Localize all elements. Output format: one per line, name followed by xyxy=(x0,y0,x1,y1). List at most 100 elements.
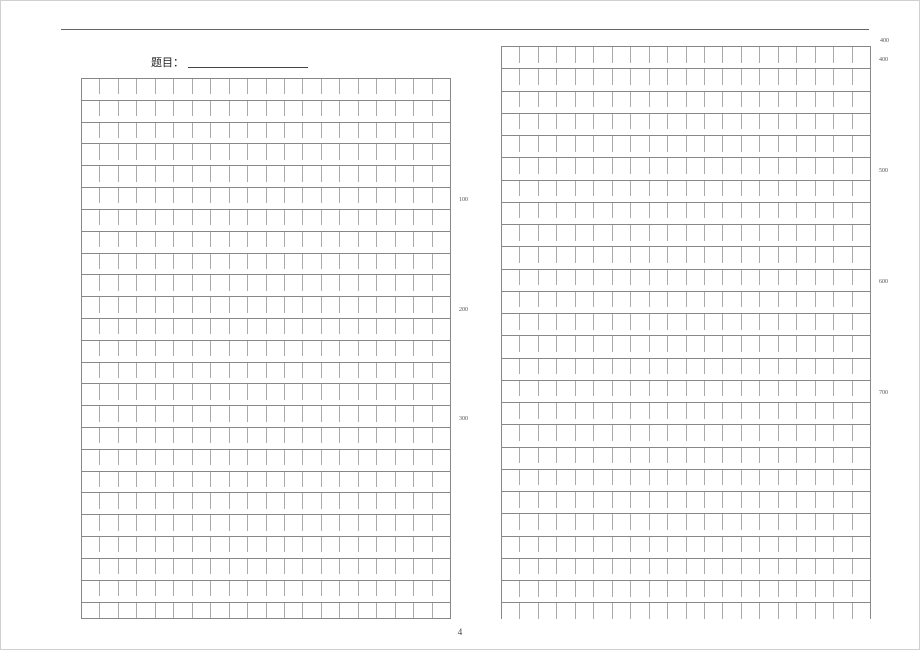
grid-cell xyxy=(174,210,192,225)
grid-cell xyxy=(230,559,248,574)
grid-cell xyxy=(613,314,631,330)
grid-cell xyxy=(502,292,520,308)
grid-cell xyxy=(816,92,834,108)
grid-cell xyxy=(82,101,100,116)
grid-cell xyxy=(100,537,118,552)
grid-cell xyxy=(156,428,174,443)
grid-cell xyxy=(377,188,395,203)
grid-cell xyxy=(853,314,870,330)
grid-cell xyxy=(119,79,137,94)
grid-cell xyxy=(174,123,192,138)
grid-cell xyxy=(303,450,321,465)
grid-cell xyxy=(705,359,723,375)
grid-cell xyxy=(687,47,705,63)
grid-cell xyxy=(742,292,760,308)
grid-cell xyxy=(156,472,174,487)
grid-cell xyxy=(687,158,705,174)
grid-cell xyxy=(137,79,155,94)
writing-row xyxy=(81,274,451,290)
grid-cell xyxy=(520,203,538,219)
grid-cell xyxy=(687,225,705,241)
grid-cell xyxy=(576,247,594,263)
grid-cell xyxy=(853,603,870,619)
grid-cell xyxy=(853,158,870,174)
grid-cell xyxy=(137,603,155,618)
grid-cell xyxy=(340,254,358,269)
grid-cell xyxy=(668,47,686,63)
grid-cell xyxy=(433,384,450,399)
grid-cell xyxy=(414,144,432,159)
grid-cell xyxy=(705,470,723,486)
grid-cell xyxy=(82,232,100,247)
grid-cell xyxy=(211,603,229,618)
grid-cell xyxy=(285,384,303,399)
grid-cell xyxy=(760,403,778,419)
grid-cell xyxy=(557,203,575,219)
grid-cell xyxy=(631,470,649,486)
grid-cell xyxy=(248,275,266,290)
grid-cell xyxy=(797,603,815,619)
grid-cell xyxy=(230,123,248,138)
grid-cell xyxy=(340,232,358,247)
grid-cell xyxy=(853,225,870,241)
grid-cell xyxy=(285,515,303,530)
grid-cell xyxy=(816,136,834,152)
grid-cell xyxy=(631,47,649,63)
grid-cell xyxy=(285,188,303,203)
grid-cell xyxy=(377,101,395,116)
grid-cell xyxy=(322,428,340,443)
grid-cell xyxy=(613,336,631,352)
grid-cell xyxy=(285,123,303,138)
grid-cell xyxy=(340,144,358,159)
grid-cell xyxy=(613,47,631,63)
grid-cell xyxy=(760,537,778,553)
grid-cell xyxy=(631,136,649,152)
grid-cell xyxy=(557,292,575,308)
grid-cell xyxy=(594,314,612,330)
grid-cell xyxy=(539,270,557,286)
grid-cell xyxy=(816,69,834,85)
grid-cell xyxy=(396,123,414,138)
grid-cell xyxy=(650,581,668,597)
grid-cell xyxy=(433,363,450,378)
writing-row xyxy=(81,602,451,619)
grid-cell xyxy=(137,341,155,356)
grid-cell xyxy=(340,188,358,203)
grid-cell xyxy=(211,406,229,421)
grid-cell xyxy=(211,79,229,94)
left-page: 题目： 100200300 xyxy=(81,46,451,619)
grid-cell xyxy=(631,69,649,85)
grid-cell xyxy=(742,181,760,197)
grid-cell xyxy=(396,166,414,181)
grid-cell xyxy=(248,406,266,421)
grid-cell xyxy=(539,92,557,108)
grid-cell xyxy=(359,144,377,159)
grid-cell xyxy=(119,581,137,596)
grid-cell xyxy=(230,384,248,399)
grid-cell xyxy=(303,428,321,443)
grid-cell xyxy=(433,472,450,487)
grid-cell xyxy=(853,69,870,85)
grid-cell xyxy=(687,292,705,308)
grid-cell xyxy=(742,537,760,553)
grid-cell xyxy=(557,603,575,619)
grid-cell xyxy=(502,92,520,108)
grid-cell xyxy=(285,297,303,312)
grid-cell xyxy=(137,450,155,465)
writing-row xyxy=(501,491,871,508)
grid-cell xyxy=(414,166,432,181)
grid-cell xyxy=(687,537,705,553)
grid-cell xyxy=(687,314,705,330)
grid-cell xyxy=(650,270,668,286)
grid-cell xyxy=(797,336,815,352)
grid-cell xyxy=(396,232,414,247)
grid-cell xyxy=(174,319,192,334)
writing-row xyxy=(81,536,451,552)
grid-cell xyxy=(760,270,778,286)
grid-cell xyxy=(414,384,432,399)
grid-cell xyxy=(650,225,668,241)
grid-cell xyxy=(650,492,668,508)
grid-cell xyxy=(594,336,612,352)
grid-cell xyxy=(502,270,520,286)
writing-row xyxy=(81,427,451,443)
